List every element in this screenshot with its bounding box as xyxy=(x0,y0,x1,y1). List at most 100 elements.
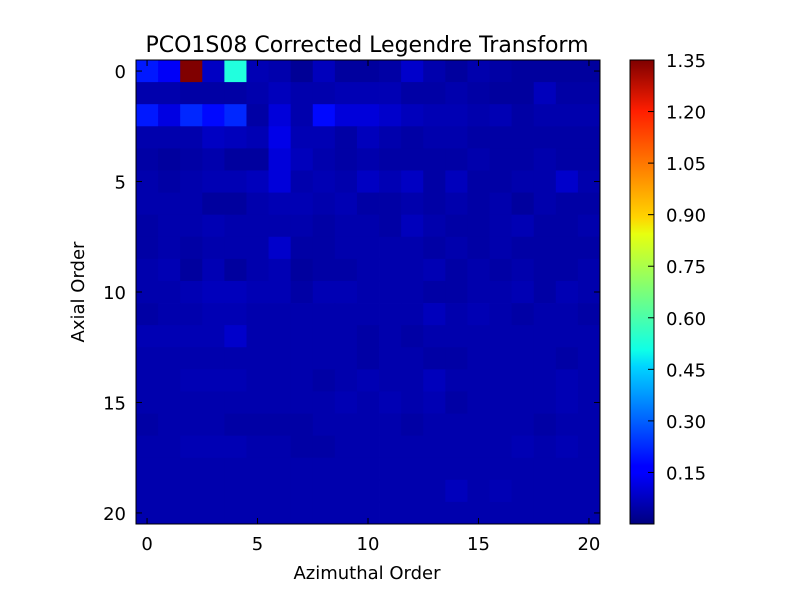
colorbar xyxy=(629,59,655,525)
heatmap-cell xyxy=(379,214,402,238)
heatmap-cell xyxy=(180,347,203,370)
heatmap-cell xyxy=(312,126,336,149)
heatmap-cell xyxy=(533,280,557,304)
heatmap-cell xyxy=(489,501,513,525)
heatmap-cell xyxy=(423,413,446,437)
heatmap-cell xyxy=(180,479,203,503)
heatmap-cell xyxy=(202,325,225,348)
heatmap-cell xyxy=(290,192,314,216)
heatmap-cell xyxy=(180,60,203,83)
heatmap-cell xyxy=(334,303,358,326)
heatmap-cell xyxy=(577,435,601,459)
heatmap-cell xyxy=(401,280,424,304)
heatmap-cell xyxy=(467,303,490,326)
heatmap-cell xyxy=(533,258,557,282)
heatmap-cell xyxy=(312,280,336,304)
heatmap-cell xyxy=(246,435,269,459)
heatmap-cell xyxy=(268,479,292,503)
heatmap-cell xyxy=(158,214,181,238)
heatmap-cell xyxy=(246,413,269,437)
heatmap-cell xyxy=(224,148,247,171)
colorbar-ticks: 0.15 0.30 0.45 0.60 0.75 0.90 1.05 1.20 1.35 xyxy=(648,51,706,484)
heatmap-cell xyxy=(445,303,468,326)
x-tick-label: 0 xyxy=(141,534,152,555)
heatmap-cell xyxy=(136,347,159,370)
heatmap-cell xyxy=(489,60,513,83)
heatmap-cell xyxy=(489,479,513,503)
heatmap-cell xyxy=(268,369,292,392)
heatmap-cell xyxy=(246,148,269,171)
heatmap-cell xyxy=(555,325,579,348)
heatmap-cell xyxy=(577,236,601,260)
heatmap-cell xyxy=(489,325,513,348)
heatmap-cell xyxy=(312,413,336,437)
heatmap-cell xyxy=(312,104,336,127)
heatmap-cell xyxy=(445,435,468,459)
heatmap-cell xyxy=(379,148,402,171)
heatmap-cell xyxy=(379,170,402,193)
heatmap-cell xyxy=(533,148,557,171)
heatmap-cell xyxy=(401,236,424,260)
heatmap-cell xyxy=(246,479,269,503)
colorbar-tick-label: 0.30 xyxy=(666,412,706,433)
heatmap-cell xyxy=(290,501,314,525)
heatmap-cell xyxy=(334,258,358,282)
heatmap-cell xyxy=(356,82,380,105)
heatmap-cell xyxy=(489,280,513,304)
heatmap-cell xyxy=(202,369,225,392)
heatmap-cell xyxy=(401,391,424,414)
heatmap-cell xyxy=(268,214,292,238)
heatmap-cell xyxy=(334,435,358,459)
x-tick-label: 20 xyxy=(577,534,600,555)
heatmap-cell xyxy=(356,258,380,282)
heatmap-cell xyxy=(445,192,468,216)
heatmap-cell xyxy=(158,413,181,437)
heatmap-cell xyxy=(180,82,203,105)
heatmap-cell xyxy=(445,60,468,83)
heatmap-cell xyxy=(467,236,490,260)
heatmap-cell xyxy=(423,148,446,171)
heatmap-cell xyxy=(312,170,336,193)
heatmap-cell xyxy=(224,325,247,348)
heatmap-cell xyxy=(312,479,336,503)
heatmap-cell xyxy=(445,501,468,525)
heatmap-cell xyxy=(511,258,535,282)
heatmap-cell xyxy=(533,347,557,370)
heatmap-cell xyxy=(224,391,247,414)
heatmap-cell xyxy=(379,280,402,304)
heatmap-cell xyxy=(555,280,579,304)
heatmap-cell xyxy=(533,325,557,348)
heatmap-cell xyxy=(356,325,380,348)
heatmap-cell xyxy=(379,82,402,105)
heatmap-cell xyxy=(511,347,535,370)
heatmap-cell xyxy=(268,104,292,127)
heatmap-cell xyxy=(511,413,535,437)
colorbar-tick-label: 0.60 xyxy=(666,309,706,330)
heatmap-cell xyxy=(445,369,468,392)
heatmap-cell xyxy=(423,479,446,503)
heatmap-cell xyxy=(202,501,225,525)
heatmap-cell xyxy=(489,369,513,392)
heatmap-cell xyxy=(489,82,513,105)
heatmap-cell xyxy=(202,413,225,437)
heatmap-cell xyxy=(356,104,380,127)
heatmap-cell xyxy=(511,192,535,216)
heatmap-cell xyxy=(246,192,269,216)
heatmap-cell xyxy=(577,303,601,326)
heatmap-cell xyxy=(577,280,601,304)
colorbar-tick-label: 0.90 xyxy=(666,206,706,227)
heatmap-cell xyxy=(577,214,601,238)
heatmap-cell xyxy=(158,104,181,127)
heatmap-cell xyxy=(511,236,535,260)
heatmap-cell xyxy=(224,214,247,238)
heatmap-cell xyxy=(224,369,247,392)
heatmap-cell xyxy=(246,258,269,282)
heatmap-cell xyxy=(489,170,513,193)
heatmap-cell xyxy=(334,236,358,260)
heatmap-cell xyxy=(136,104,159,127)
heatmap-cell xyxy=(489,236,513,260)
heatmap-cell xyxy=(158,60,181,83)
heatmap-cell xyxy=(401,303,424,326)
heatmap-cell xyxy=(158,391,181,414)
heatmap-cell xyxy=(555,170,579,193)
